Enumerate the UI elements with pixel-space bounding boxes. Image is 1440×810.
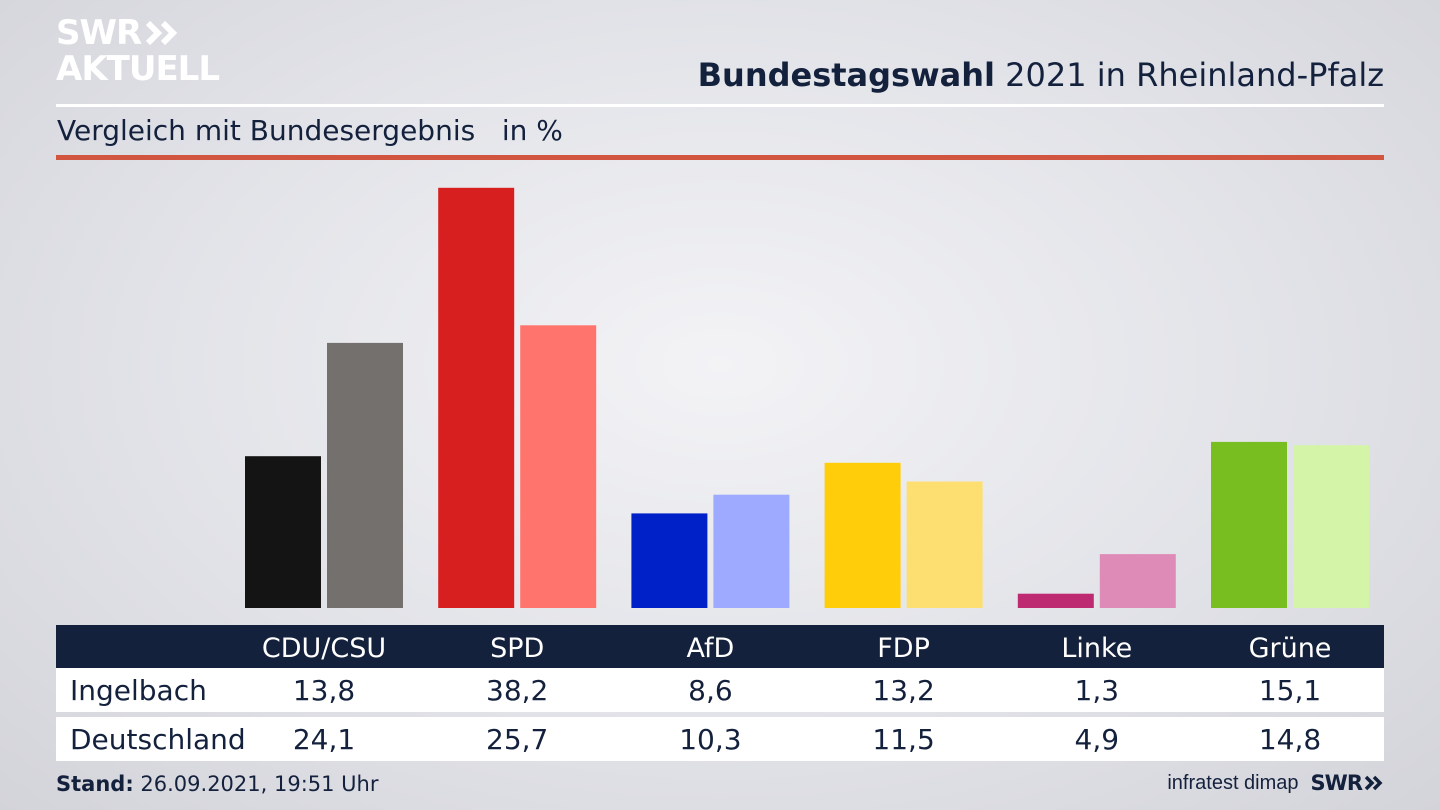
column-header-linke: Linke	[1061, 633, 1133, 664]
column-header-fdp: FDP	[877, 633, 930, 664]
row-label-deutschland: Deutschland	[70, 722, 246, 756]
bar-linke-ingelbach	[1017, 593, 1094, 608]
value-afd-deutschland: 10,3	[679, 722, 742, 756]
swr-small-logo: SWR	[1311, 771, 1384, 795]
value-cdu-csu-ingelbach: 13,8	[292, 673, 356, 707]
logo-swr-text: SWR	[56, 13, 142, 53]
column-header-cdu-csu: CDU/CSU	[261, 633, 387, 664]
value-linke-deutschland: 4,9	[1074, 722, 1120, 756]
timestamp: Stand: 26.09.2021, 19:51 Uhr	[56, 772, 379, 796]
table-header-row: CDU/CSU SPD AfD FDP Linke Grüne	[56, 625, 1384, 668]
stand-label: Stand:	[56, 772, 134, 796]
bar-afd-deutschland	[713, 494, 790, 608]
page-title: Bundestagswahl 2021 in Rheinland-Pfalz	[698, 56, 1384, 94]
swr-small-text: SWR	[1310, 771, 1363, 795]
value-gr-ne-deutschland: 14,8	[1258, 722, 1322, 756]
bar-chart	[245, 187, 1369, 609]
source-label: infratest dimap	[1167, 771, 1299, 794]
value-fdp-deutschland: 11,5	[872, 722, 935, 756]
value-afd-ingelbach: 8,6	[688, 673, 733, 707]
bar-linke-deutschland	[1099, 554, 1176, 608]
column-header-afd: AfD	[686, 633, 735, 664]
row-label-ingelbach: Ingelbach	[70, 673, 207, 707]
bar-fdp-deutschland	[906, 481, 983, 608]
results-table: CDU/CSU SPD AfD FDP Linke Grüne Ingelbach 13,…	[56, 625, 1384, 761]
logo-aktuell-text: AKTUELL	[56, 49, 220, 89]
table-row: Ingelbach 13,8 38,2 8,6 13,2 1,3 15,1	[56, 668, 1384, 712]
chevron-right-icon	[1364, 775, 1383, 791]
value-linke-ingelbach: 1,3	[1074, 673, 1120, 707]
title-rest: 2021 in Rheinland-Pfalz	[995, 56, 1384, 94]
bar-gr-ne-ingelbach	[1211, 441, 1287, 608]
chart-subtitle: Vergleich mit Bundesergebnis in %	[57, 114, 563, 147]
bar-cdu-csu-ingelbach	[245, 456, 321, 608]
bar-fdp-ingelbach	[824, 462, 901, 608]
value-cdu-csu-deutschland: 24,1	[292, 722, 356, 756]
bar-spd-ingelbach	[438, 187, 515, 609]
column-header-spd: SPD	[490, 633, 545, 664]
bar-cdu-csu-deutschland	[327, 342, 403, 608]
footer-credits: infratest dimap SWR	[1167, 771, 1384, 795]
bar-afd-ingelbach	[631, 513, 708, 608]
subtitle-divider	[56, 155, 1384, 160]
value-spd-ingelbach: 38,2	[486, 673, 549, 707]
bar-gr-ne-deutschland	[1293, 445, 1369, 608]
title-bold: Bundestagswahl	[697, 56, 995, 94]
value-fdp-ingelbach: 13,2	[872, 673, 935, 707]
table-row: Deutschland 24,1 25,7 10,3 11,5 4,9 14,8	[56, 717, 1384, 761]
swr-aktuell-logo: SWR AKTUELL	[56, 13, 220, 89]
chevron-right-icon	[145, 20, 181, 46]
title-divider	[56, 104, 1384, 107]
value-spd-deutschland: 25,7	[486, 722, 549, 756]
column-header-gr-ne: Grüne	[1248, 633, 1332, 664]
stand-value: 26.09.2021, 19:51 Uhr	[133, 772, 379, 796]
bar-spd-deutschland	[520, 325, 597, 608]
value-gr-ne-ingelbach: 15,1	[1258, 673, 1322, 707]
